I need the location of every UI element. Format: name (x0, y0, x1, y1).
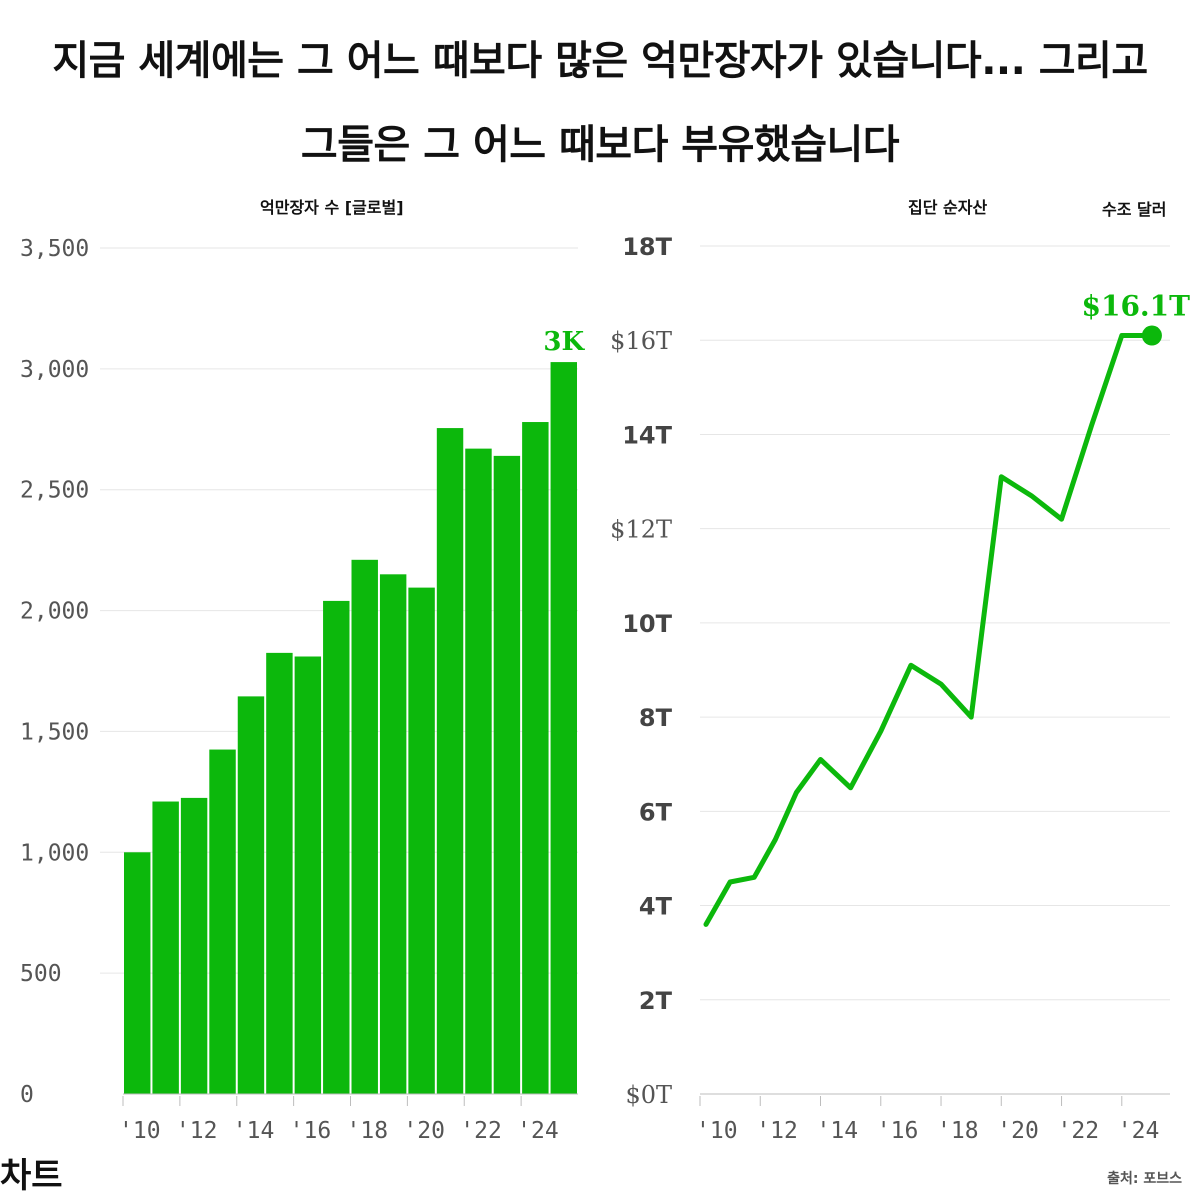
left-y-tick-label: 2,500 (20, 478, 89, 504)
bar-2012 (180, 797, 208, 1094)
bar-2021 (436, 428, 464, 1094)
right-x-tick-label: '16 (877, 1118, 919, 1144)
left-x-tick-label: '16 (290, 1118, 332, 1144)
right-y-tick-label: 14T (622, 421, 672, 449)
net-worth-series-line (703, 333, 1155, 927)
left-chart-title: 억만장자 수 [글로벌] (260, 198, 404, 217)
left-y-tick-label: 3,000 (20, 357, 89, 383)
right-x-tick-label: '14 (817, 1118, 859, 1144)
net-worth-line-chart: $0T 2T 4T 6T 8T 10T $12T 14T $16T 18T '10 '12 '14 '16… (610, 233, 1190, 1144)
left-x-tick-label: '14 (233, 1118, 275, 1144)
right-chart-unit-label: 수조 달러 (1102, 200, 1167, 219)
right-y-tick-label: 6T (639, 798, 673, 826)
headline-line-2: 그들은 그 어느 때보다 부유했습니다 (300, 122, 900, 168)
left-x-tick-label: '10 (119, 1118, 161, 1144)
bar-2014 (237, 696, 265, 1094)
bar-2019 (379, 574, 407, 1094)
bar-2011 (152, 801, 179, 1094)
left-x-tick-label: '20 (403, 1118, 445, 1144)
bar-2025 (550, 362, 577, 1095)
right-y-tick-label: 10T (622, 610, 672, 638)
right-y-tick-label: $0T (625, 1081, 672, 1109)
right-y-tick-label: $16T (610, 327, 672, 355)
bar-2016 (294, 656, 322, 1094)
left-y-tick-label: 0 (20, 1082, 34, 1108)
brand-logo-text: 차트 (0, 1156, 63, 1196)
right-y-tick-label: $12T (610, 516, 672, 544)
left-x-tick-label: '18 (347, 1118, 389, 1144)
left-y-tick-label: 2,000 (20, 599, 89, 625)
right-y-tick-label: 2T (639, 987, 673, 1015)
right-x-tick-label: '10 (696, 1118, 738, 1144)
left-x-tick-label: '22 (460, 1118, 502, 1144)
right-annotation: $16.1T (1081, 290, 1190, 323)
bar-2013 (209, 749, 236, 1094)
right-x-tick-label: '12 (756, 1118, 798, 1144)
right-x-tick-label: '20 (997, 1118, 1039, 1144)
bar-2020 (408, 587, 435, 1094)
bar-2017 (323, 600, 350, 1094)
right-x-tick-label: '24 (1118, 1118, 1160, 1144)
left-x-tick-label: '12 (176, 1118, 218, 1144)
right-chart-title: 집단 순자산 (908, 198, 988, 217)
source-note: 출처: 포브스 (1107, 1171, 1182, 1187)
left-y-tick-label: 1,500 (20, 719, 89, 745)
left-y-tick-label: 500 (20, 961, 62, 987)
left-y-tick-label: 1,000 (20, 840, 89, 866)
bar-2010 (124, 852, 151, 1094)
headline-line-1: 지금 세계에는 그 어느 때보다 많은 억만장자가 있습니다... 그리고 (52, 38, 1148, 84)
bar-2018 (351, 559, 378, 1094)
left-annotation: 3K (543, 327, 585, 357)
net-worth-end-point (1141, 325, 1162, 346)
left-y-tick-label: 3,500 (20, 236, 89, 262)
right-x-tick-label: '22 (1058, 1118, 1100, 1144)
bar-2023 (493, 455, 521, 1095)
right-y-tick-label: 18T (622, 233, 672, 261)
billionaire-count-bar-chart: 0 500 1,000 1,500 2,000 2,500 3,000 3,500 '10 '12… (20, 236, 586, 1144)
right-y-tick-label: 8T (639, 704, 673, 732)
left-x-tick-label: '24 (517, 1118, 559, 1144)
bar-2022 (465, 448, 492, 1094)
right-x-tick-label: '18 (937, 1118, 979, 1144)
right-y-tick-label: 4T (639, 893, 673, 921)
bar-2024 (522, 422, 549, 1094)
bar-2015 (266, 652, 293, 1094)
